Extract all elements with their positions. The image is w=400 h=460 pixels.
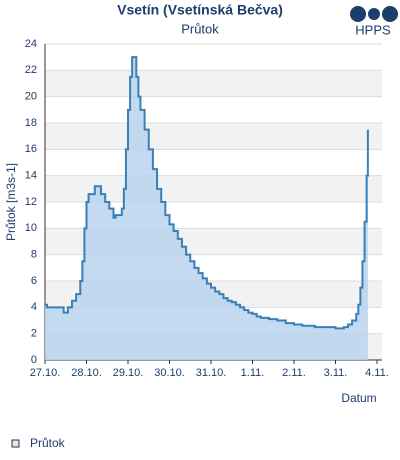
y-tick-label: 10: [25, 222, 37, 234]
y-tick-label: 20: [25, 91, 37, 103]
x-tick-label: 27.10.: [30, 367, 61, 379]
y-tick-label: 6: [31, 275, 37, 287]
chart-subtitle: Průtok: [181, 21, 219, 36]
x-tick-label: 1.11.: [241, 367, 265, 379]
y-tick-label: 2: [31, 328, 37, 340]
x-tick-label: 28.10.: [71, 367, 102, 379]
grid-band: [45, 123, 382, 150]
y-tick-label: 22: [25, 64, 37, 76]
y-tick-label: 0: [31, 354, 37, 366]
x-tick-label: 31.10.: [196, 367, 227, 379]
y-tick-label: 24: [25, 38, 37, 50]
area: [45, 57, 368, 361]
y-tick-label: 16: [25, 143, 37, 155]
y-axis-label: Průtok [m3s-1]: [4, 163, 18, 241]
y-tick-label: 4: [31, 301, 37, 313]
grid-band: [45, 70, 382, 97]
x-tick-label: 2.11.: [282, 367, 306, 379]
logo: HPPS: [350, 6, 398, 37]
chart-title: Vsetín (Vsetínská Bečva): [117, 2, 283, 18]
legend-label: Průtok: [30, 436, 66, 450]
x-tick-label: 30.10.: [154, 367, 185, 379]
y-tick-label: 12: [25, 196, 37, 208]
line: [45, 56, 369, 330]
x-tick-label: 29.10.: [113, 367, 144, 379]
logo-text: HPPS: [355, 22, 391, 37]
legend-swatch: [11, 439, 20, 448]
y-tick-label: 14: [25, 170, 37, 182]
x-axis-label: Datum: [341, 391, 376, 405]
x-tick-label: 3.11.: [324, 367, 348, 379]
y-tick-label: 8: [31, 249, 37, 261]
y-tick-label: 18: [25, 117, 37, 129]
grid: [45, 70, 382, 360]
x-tick-label: 4.11.: [365, 367, 389, 379]
